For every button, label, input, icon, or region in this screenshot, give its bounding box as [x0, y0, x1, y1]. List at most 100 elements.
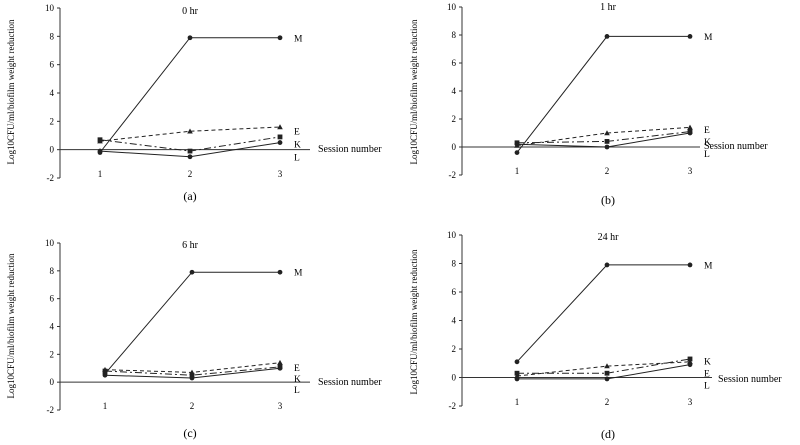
y-tick-label: 2 [452, 114, 457, 124]
series-label: M [704, 261, 713, 271]
chart-title: 24 hr [598, 232, 620, 243]
data-point [187, 154, 193, 160]
data-point [604, 130, 610, 136]
data-point [277, 134, 283, 140]
series-label: E [294, 128, 300, 138]
y-tick-label: 8 [50, 266, 55, 276]
series-label: K [294, 375, 301, 385]
series-label: E [294, 364, 300, 374]
y-tick-label: 10 [45, 3, 55, 13]
series-label: L [704, 382, 710, 392]
x-tick-label: 3 [688, 166, 693, 176]
y-tick-label: 0 [452, 142, 457, 152]
data-point [687, 356, 693, 362]
chart-title: 0 hr [182, 6, 199, 17]
x-tick-label: 1 [515, 166, 520, 176]
x-tick-label: 1 [98, 169, 103, 179]
panel-caption: (b) [601, 193, 615, 207]
data-point [514, 359, 520, 365]
data-point [687, 262, 693, 268]
y-axis-label: Log10CFU/ml/biofilm weight reduction [6, 19, 16, 164]
data-point [604, 376, 610, 382]
chart-panel-c: 6 hr Log10CFU/ml/biofilm weight reductio… [6, 238, 382, 440]
chart-panel-d: 24 hr Log10CFU/ml/biofilm weight reducti… [409, 230, 782, 441]
y-tick-label: -2 [47, 173, 55, 183]
data-point [277, 140, 283, 145]
data-point [97, 137, 103, 143]
x-tick-label: 2 [605, 397, 610, 407]
series-label: K [294, 141, 301, 151]
x-tick-label: 2 [188, 169, 193, 179]
series-label: L [294, 386, 300, 396]
series-label: M [294, 34, 303, 44]
x-axis-label: Session number [318, 377, 382, 388]
chart-panel-b: 1 hr Log10CFU/ml/biofilm weight reductio… [409, 2, 768, 207]
x-axis-label: Session number [318, 144, 382, 155]
data-point [687, 130, 693, 136]
y-tick-label: 0 [50, 377, 55, 387]
series-label: M [294, 269, 303, 279]
data-point [687, 124, 693, 130]
chart-title: 6 hr [182, 240, 199, 251]
series-line [99, 126, 281, 142]
y-tick-label: 8 [452, 259, 457, 269]
data-point [604, 262, 610, 268]
data-point [514, 141, 520, 147]
y-tick-label: 6 [452, 287, 457, 297]
series-line [104, 366, 281, 376]
y-tick-label: 2 [50, 116, 55, 126]
x-tick-label: 3 [688, 397, 693, 407]
data-point [514, 376, 520, 382]
data-point [277, 359, 283, 365]
data-point [189, 372, 195, 378]
x-tick-label: 2 [605, 166, 610, 176]
series-label: L [294, 154, 300, 164]
y-tick-label: 6 [452, 58, 457, 68]
data-point [604, 363, 610, 369]
data-point [187, 148, 193, 154]
y-tick-label: 8 [50, 31, 55, 41]
y-tick-label: 4 [50, 88, 55, 98]
y-tick-label: 4 [50, 322, 55, 332]
series-label: M [704, 33, 713, 43]
y-tick-label: 2 [50, 349, 55, 359]
data-point [604, 34, 610, 39]
series-label: K [704, 358, 711, 368]
data-point [604, 139, 610, 144]
data-point [189, 375, 195, 381]
y-tick-label: 8 [452, 30, 457, 40]
y-tick-label: -2 [47, 405, 55, 415]
y-tick-label: 10 [45, 238, 55, 248]
y-axis-label: Log10CFU/ml/biofilm weight reduction [6, 253, 16, 398]
series-label: E [704, 370, 710, 380]
y-axis-label: Log10CFU/ml/biofilm weight reduction [409, 19, 419, 164]
series-label: K [704, 138, 711, 148]
data-point [604, 370, 610, 376]
y-tick-label: 4 [452, 316, 457, 326]
x-tick-label: 1 [103, 401, 108, 411]
data-point [277, 124, 283, 130]
data-point [187, 35, 193, 41]
y-tick-label: -2 [449, 401, 457, 411]
x-axis-label: Session number [704, 141, 768, 152]
chart-panel-a: 0 hr Log10CFU/ml/biofilm weight reductio… [6, 3, 382, 203]
x-tick-label: 2 [190, 401, 195, 411]
y-axis-label: Log10CFU/ml/biofilm weight reduction [409, 249, 419, 394]
series-label: E [704, 126, 710, 136]
y-tick-label: -2 [449, 170, 457, 180]
y-tick-label: 2 [452, 344, 457, 354]
data-point [189, 269, 195, 275]
data-point [277, 365, 283, 371]
x-tick-label: 1 [515, 397, 520, 407]
y-tick-label: 6 [50, 294, 55, 304]
series-line [516, 361, 691, 377]
y-tick-label: 10 [447, 2, 457, 12]
y-tick-label: 10 [447, 230, 457, 240]
series-line [516, 126, 691, 147]
panel-caption: (d) [601, 427, 615, 441]
